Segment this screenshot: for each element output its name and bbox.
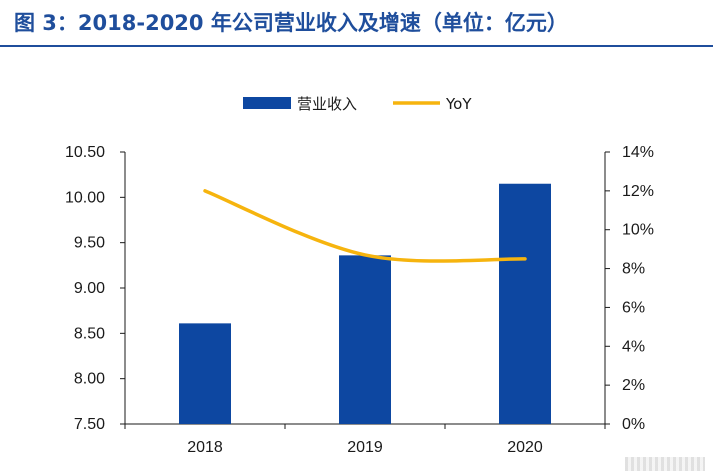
- legend-swatch-bar: [243, 97, 291, 109]
- yoy-line: [203, 189, 527, 263]
- left-tick-label: 8.00: [74, 371, 105, 388]
- bar-2020: [499, 183, 551, 424]
- x-tick-label: 2019: [347, 439, 383, 456]
- right-tick-label: 6%: [622, 299, 645, 316]
- bars: [179, 183, 551, 424]
- left-tick-label: 10.50: [65, 144, 105, 161]
- x-axis-ticks: 2018 2019 2020: [124, 424, 606, 456]
- left-tick-label: 9.00: [74, 280, 105, 297]
- right-tick-label: 14%: [622, 144, 654, 161]
- legend-label-line: YoY: [445, 95, 472, 113]
- line-layer: [203, 189, 527, 263]
- left-tick-label: 9.50: [74, 235, 105, 252]
- right-tick-label: 8%: [622, 261, 645, 278]
- right-tick-label: 0%: [622, 416, 645, 433]
- right-tick-label: 4%: [622, 338, 645, 355]
- bar-2019: [339, 255, 391, 424]
- legend-label-bar: 营业收入: [297, 95, 357, 113]
- right-tick-label: 12%: [622, 183, 654, 200]
- bar-2018: [179, 323, 231, 424]
- title-rule: [0, 45, 713, 47]
- x-tick-label: 2018: [187, 439, 223, 456]
- left-axis-ticks: 7.50 8.00 8.50 9.00 9.50 10.00 10.50: [65, 144, 125, 433]
- figure-title: 图 3：2018-2020 年公司营业收入及增速（单位：亿元）: [14, 11, 568, 35]
- legend: 营业收入 YoY: [243, 95, 472, 113]
- watermark: [625, 457, 705, 471]
- left-tick-label: 10.00: [65, 189, 105, 206]
- x-tick-label: 2020: [507, 439, 543, 456]
- left-tick-label: 8.50: [74, 325, 105, 342]
- right-tick-label: 2%: [622, 377, 645, 394]
- left-tick-label: 7.50: [74, 416, 105, 433]
- right-axis-ticks: 0% 2% 4% 6% 8% 10% 12% 14%: [605, 144, 654, 433]
- right-tick-label: 10%: [622, 222, 654, 239]
